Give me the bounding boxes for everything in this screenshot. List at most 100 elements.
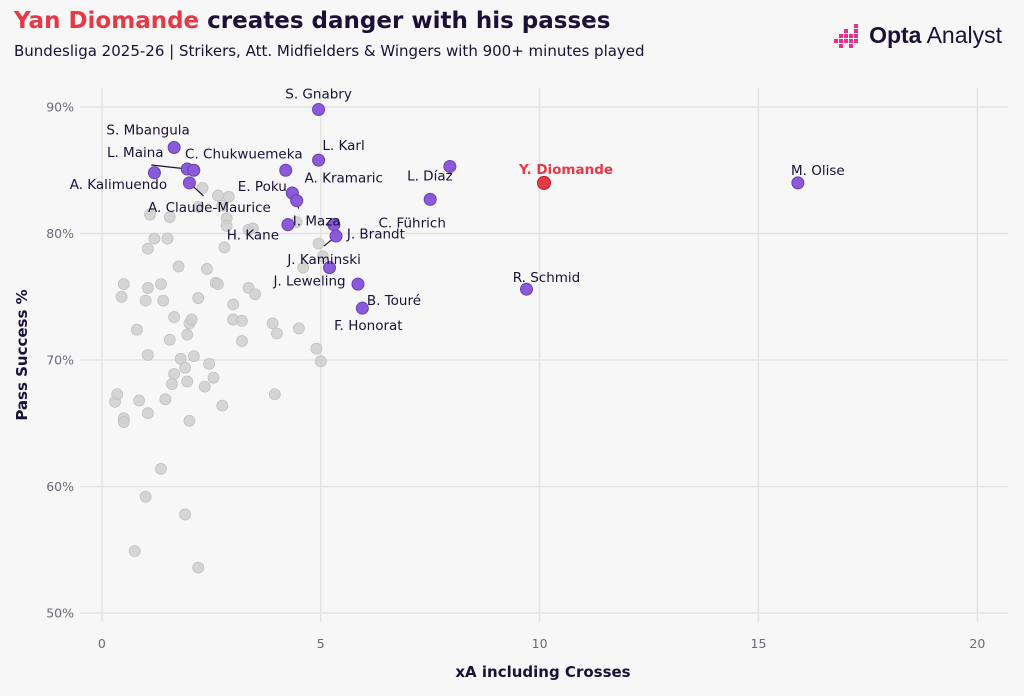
point-l-diaz [443,159,457,173]
point-j-leweling [323,261,337,275]
label-l-karl: L. Karl [322,138,364,154]
chart-title: Yan Diomande creates danger with his pas… [14,8,610,34]
brand-name-rest: Analyst [921,22,1002,48]
other-player-point [249,288,261,301]
other-player-point [247,222,259,235]
other-player-point [139,490,152,503]
title-rest: creates danger with his passes [199,8,611,34]
label-c-fuhrich: C. Führich [378,215,445,231]
other-player-point [201,263,213,275]
other-player-point [172,260,185,273]
other-player-point [236,335,248,347]
other-player-point [141,282,154,294]
title-highlight: Yan Diomande [14,8,200,34]
other-player-point [141,407,154,420]
label-j-kaminski: J. Kaminski [286,252,361,268]
point-i-maza [290,194,304,208]
other-player-point [111,388,124,401]
other-player-point [181,375,194,388]
other-player-point [268,388,281,401]
x-tick-label: 0 [98,636,106,651]
other-player-point [131,323,143,336]
other-player-point [207,371,220,384]
label-a-kramaric: A. Kramaric [305,170,383,186]
brand-name: Opta Analyst [869,22,1002,49]
point-a-kalimuendo [147,166,161,180]
x-tick-label: 5 [317,636,325,651]
other-player-point [117,278,130,291]
other-player-point [292,322,305,335]
label-m-olise: M. Olise [791,163,845,179]
other-player-point [297,261,310,274]
point-a-kramaric [279,163,293,177]
point-s-gnabry [312,103,326,117]
label-s-gnabry: S. Gnabry [285,87,352,103]
y-tick-label: 70% [46,353,74,368]
other-player-point [117,416,130,428]
chart-subtitle: Bundesliga 2025-26 | Strikers, Att. Midf… [14,42,645,60]
other-player-point [155,462,167,475]
other-player-point [222,190,235,203]
x-tick-label: 20 [969,636,985,651]
other-player-point [161,232,174,245]
other-player-point [168,368,181,380]
other-player-point [159,393,172,406]
other-player-point [183,414,196,427]
other-player-point [148,232,161,245]
label-a-kalimuendo: A. Kalimuendo [70,177,167,193]
other-player-point [218,241,231,254]
point-l-karl [312,153,326,167]
other-player-point [179,361,191,374]
other-player-point [198,380,211,393]
other-player-point [185,313,198,326]
point-h-kane [281,218,295,232]
label-c-chukwuemeka: C. Chukwuemeka [185,146,303,162]
other-player-point [314,355,327,368]
other-player-point [310,342,323,355]
label-l-diaz: L. Díaz [407,168,453,184]
point-a-claude-maurice [182,176,196,190]
other-player-point [211,278,224,291]
point-c-fuhrich [423,192,437,206]
other-player-point [141,242,154,255]
other-player-point [144,208,156,221]
label-e-poku: E. Poku [238,179,287,195]
other-player-point [203,357,216,370]
other-player-point [166,378,178,391]
opta-analyst-logo: Opta Analyst [834,22,1002,49]
other-player-point [139,294,152,307]
other-player-point [163,333,176,346]
other-player-point [155,278,167,291]
other-player-point [163,211,176,223]
point-b-toure [351,277,365,291]
other-player-point [236,314,248,327]
other-player-point [187,350,200,363]
other-player-point [216,199,229,212]
point-r-schmid [519,282,533,296]
label-s-mbangula: S. Mbangula [106,122,189,138]
other-player-point [192,292,205,304]
other-player-point [196,182,209,194]
label-f-honorat: F. Honorat [334,318,403,334]
y-tick-label: 50% [46,606,74,621]
label-j-leweling: J. Leweling [272,274,345,290]
point-f-honorat [355,301,369,315]
other-player-point [192,561,205,574]
other-player-point [157,294,170,307]
brand-name-bold: Opta [869,22,922,48]
other-player-point [128,545,141,558]
point-highlight-diomande [537,175,551,190]
other-player-point [312,237,325,250]
other-player-point [271,327,283,340]
label-a-claude-maurice: A. Claude-Maurice [148,200,271,216]
label-j-brandt: J. Brandt [346,227,405,243]
label-r-schmid: R. Schmid [513,270,581,286]
other-player-point [317,250,329,263]
point-c-chukwuemeka [187,163,201,177]
other-player-point [216,399,229,412]
player-labels: M. Olise S. Gnabry S. Mbangula L. Karl L. Ma… [70,87,845,335]
label-i-maza: I. Maza [293,214,341,230]
other-player-point [133,394,145,407]
y-tick-label: 80% [46,226,74,241]
opta-bars-icon [834,23,859,48]
